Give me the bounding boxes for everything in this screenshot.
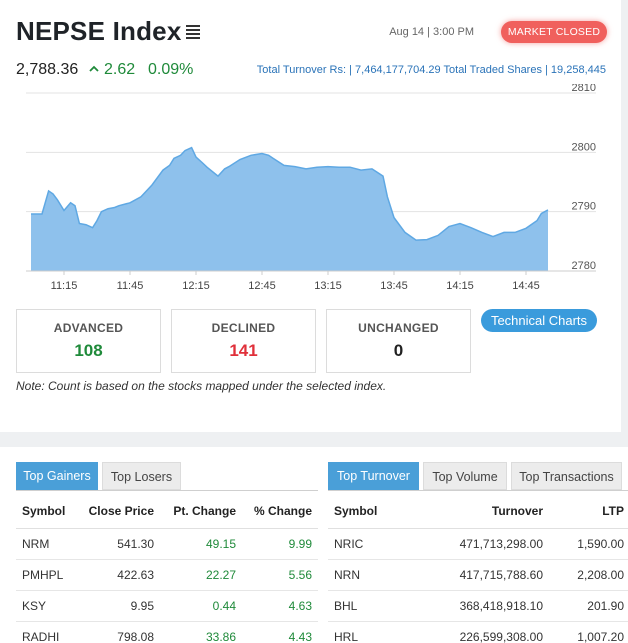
caret-up-icon — [89, 65, 99, 72]
page-title: NEPSE Index — [16, 16, 182, 46]
advanced-box: ADVANCED 108 — [16, 309, 161, 373]
gainers-tabs-underline — [16, 490, 318, 491]
column-header[interactable]: Symbol — [16, 495, 82, 529]
change-percent: 0.09% — [148, 61, 194, 78]
count-note: Note: Count is based on the stocks mappe… — [16, 379, 387, 393]
table-row[interactable]: NRM 541.30 49.15 9.99 — [16, 528, 318, 560]
symbol-cell[interactable]: NRIC — [328, 528, 408, 560]
table-row[interactable]: BHL 368,418,918.10 201.90 — [328, 590, 628, 622]
turnover-cell: 417,715,788.60 — [408, 559, 543, 591]
x-tick-label: 13:15 — [314, 280, 342, 292]
pct-change-cell: 5.56 — [236, 559, 318, 591]
symbol-cell[interactable]: RADHI — [16, 621, 82, 643]
x-tick-label: 13:45 — [380, 280, 408, 292]
market-datetime: Aug 14 | 3:00 PM — [389, 26, 474, 38]
y-tick-label: 2810 — [572, 84, 596, 94]
pt-change-cell: 49.15 — [154, 528, 236, 560]
column-header[interactable]: % Change — [236, 495, 318, 529]
x-tick-label: 12:45 — [248, 280, 276, 292]
x-tick-label: 11:45 — [117, 280, 144, 292]
table-row[interactable]: NRIC 471,713,298.00 1,590.00 — [328, 528, 628, 560]
top-turnover-table: Symbol Turnover LTP NRIC 471,713,298.00 … — [328, 495, 628, 643]
movers-card: Top Gainers Top Losers Top Turnover Top … — [0, 447, 628, 643]
advanced-count: 108 — [74, 341, 103, 360]
index-value: 2,788.36 — [16, 61, 79, 78]
ltp-cell: 1,007.20 — [543, 621, 628, 643]
tab-top-volume[interactable]: Top Volume — [423, 462, 507, 490]
unchanged-label: UNCHANGED — [358, 321, 439, 335]
pt-change-cell: 22.27 — [154, 559, 236, 591]
x-tick-label: 14:15 — [446, 280, 474, 292]
symbol-cell[interactable]: KSY — [16, 590, 82, 622]
index-summary-card: NEPSE Index Aug 14 | 3:00 PM MARKET CLOS… — [0, 0, 621, 432]
column-header[interactable]: Turnover — [408, 495, 543, 529]
unchanged-count: 0 — [393, 341, 404, 360]
y-tick-label: 2780 — [572, 260, 596, 272]
declined-label: DECLINED — [211, 321, 276, 335]
ltp-cell: 201.90 — [543, 590, 628, 622]
column-header[interactable]: Pt. Change — [154, 495, 236, 529]
x-tick-label: 12:15 — [182, 280, 210, 292]
index-intraday-chart: 2810 2800 2790 2780 11:15 11:45 12:15 12:45 13:1… — [26, 84, 596, 292]
chart-series-line — [31, 146, 549, 241]
declined-box: DECLINED 141 — [171, 309, 316, 373]
top-gainers-table: Symbol Close Price Pt. Change % Change N… — [16, 495, 318, 643]
column-header[interactable]: Close Price — [82, 495, 154, 529]
turnover-cell: 471,713,298.00 — [408, 528, 543, 560]
symbol-cell[interactable]: NRN — [328, 559, 408, 591]
turnover-tabs-underline — [328, 490, 628, 491]
advanced-label: ADVANCED — [53, 321, 124, 335]
table-header-row: Symbol Close Price Pt. Change % Change — [16, 495, 318, 529]
table-row[interactable]: HRL 226,599,308.00 1,007.20 — [328, 621, 628, 643]
x-tick-label: 14:45 — [512, 280, 540, 292]
tab-top-transactions[interactable]: Top Transactions — [511, 462, 622, 490]
table-row[interactable]: PMHPL 422.63 22.27 5.56 — [16, 559, 318, 591]
tab-top-turnover[interactable]: Top Turnover — [328, 462, 419, 490]
turnover-cell: 368,418,918.10 — [408, 590, 543, 622]
technical-charts-button[interactable]: Technical Charts — [481, 309, 597, 332]
symbol-cell[interactable]: PMHPL — [16, 559, 82, 591]
close-price-cell: 422.63 — [82, 559, 154, 591]
column-header[interactable]: LTP — [543, 495, 628, 529]
symbol-cell[interactable]: NRM — [16, 528, 82, 560]
symbol-cell[interactable]: HRL — [328, 621, 408, 643]
column-header[interactable]: Symbol — [328, 495, 408, 529]
turnover-summary: Total Turnover Rs: | 7,464,177,704.29 To… — [256, 64, 606, 76]
pct-change-cell: 9.99 — [236, 528, 318, 560]
pt-change-cell: 33.86 — [154, 621, 236, 643]
declined-count: 141 — [229, 341, 258, 360]
symbol-cell[interactable]: BHL — [328, 590, 408, 622]
market-status-badge: MARKET CLOSED — [501, 21, 607, 43]
y-tick-label: 2800 — [572, 141, 596, 153]
table-row[interactable]: NRN 417,715,788.60 2,208.00 — [328, 559, 628, 591]
close-price-cell: 798.08 — [82, 621, 154, 643]
turnover-cell: 226,599,308.00 — [408, 621, 543, 643]
unchanged-box: UNCHANGED 0 — [326, 309, 471, 373]
menu-lines-icon[interactable] — [186, 25, 200, 39]
ltp-cell: 1,590.00 — [543, 528, 628, 560]
close-price-cell: 541.30 — [82, 528, 154, 560]
x-tick-label: 11:15 — [51, 280, 78, 292]
table-row[interactable]: KSY 9.95 0.44 4.63 — [16, 590, 318, 622]
ltp-cell: 2,208.00 — [543, 559, 628, 591]
pt-change-cell: 0.44 — [154, 590, 236, 622]
tab-top-gainers[interactable]: Top Gainers — [16, 462, 98, 490]
change-points: 2.62 — [104, 61, 136, 78]
close-price-cell: 9.95 — [82, 590, 154, 622]
y-tick-label: 2790 — [572, 201, 596, 213]
table-header-row: Symbol Turnover LTP — [328, 495, 628, 529]
pct-change-cell: 4.43 — [236, 621, 318, 643]
table-row[interactable]: RADHI 798.08 33.86 4.43 — [16, 621, 318, 643]
pct-change-cell: 4.63 — [236, 590, 318, 622]
tab-top-losers[interactable]: Top Losers — [102, 462, 181, 490]
